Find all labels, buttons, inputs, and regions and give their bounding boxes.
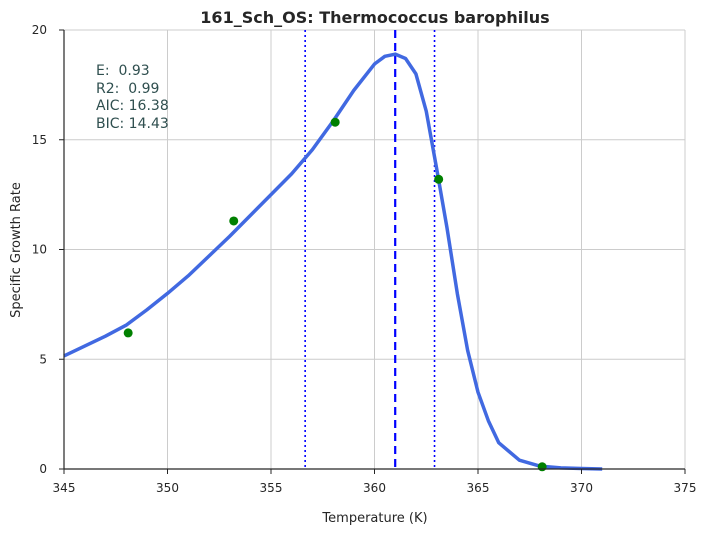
y-axis-label: Specific Growth Rate <box>9 182 24 318</box>
data-point <box>434 174 444 184</box>
x-tick-label: 375 <box>674 481 697 495</box>
data-point <box>123 328 133 338</box>
x-axis-label: Temperature (K) <box>321 511 427 526</box>
stat-aic: AIC: 16.38 <box>96 98 169 114</box>
data-points <box>123 117 547 472</box>
x-tick-label: 370 <box>570 481 593 495</box>
ticks: 345 350 355 360 365 370 375 0 5 10 15 20 <box>32 23 697 495</box>
data-point <box>537 462 547 472</box>
chart-title: 161_Sch_OS: Thermococcus barophilus <box>200 8 549 27</box>
x-tick-label: 350 <box>156 481 179 495</box>
stat-e: E: 0.93 <box>96 63 150 79</box>
reference-lines <box>304 30 436 469</box>
grid-lines <box>63 29 686 470</box>
y-tick-label: 5 <box>39 352 47 366</box>
data-point <box>330 117 340 127</box>
x-tick-label: 345 <box>53 481 76 495</box>
data-point <box>229 216 239 226</box>
y-tick-label: 15 <box>32 133 47 147</box>
stat-bic: BIC: 14.43 <box>96 116 169 132</box>
fit-statistics: E: 0.93 R2: 0.99 AIC: 16.38 BIC: 14.43 <box>96 63 169 132</box>
x-tick-label: 360 <box>363 481 386 495</box>
x-tick-label: 355 <box>260 481 283 495</box>
stat-r2: R2: 0.99 <box>96 81 159 97</box>
y-tick-label: 0 <box>39 462 47 476</box>
x-tick-label: 365 <box>467 481 490 495</box>
y-tick-label: 20 <box>32 23 47 37</box>
fit-curve <box>63 52 603 471</box>
y-tick-label: 10 <box>32 243 47 257</box>
